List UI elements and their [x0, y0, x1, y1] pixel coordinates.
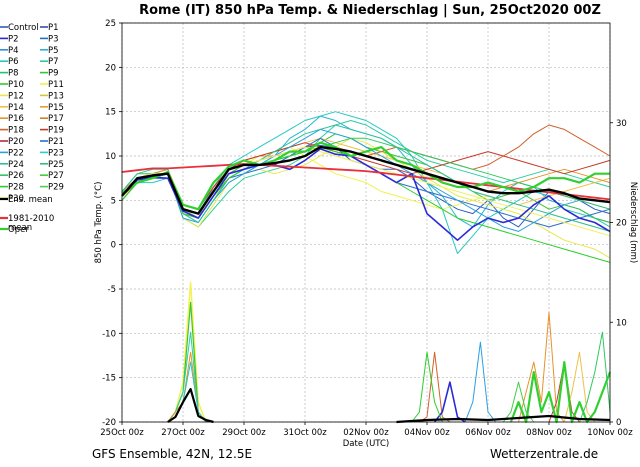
legend-label: P28 [8, 183, 24, 193]
y-tick-label: -5 [108, 285, 116, 295]
temp-series-line-19 [121, 141, 610, 211]
precip-layer [167, 281, 612, 424]
x-tick-label: 29Oct 00z [222, 428, 266, 438]
legend-label: Oper [8, 225, 29, 235]
precip-line-5 [167, 388, 214, 424]
y2-tick-label: 20 [616, 219, 627, 229]
legend-label: P12 [8, 91, 24, 101]
legend-label: P27 [48, 171, 64, 181]
legend-label: P6 [8, 57, 19, 67]
legend-label: P25 [48, 160, 64, 170]
y2-tick-label: 30 [616, 119, 627, 129]
series-layer [121, 111, 611, 263]
x-tick-label: 04Nov 00z [404, 428, 450, 438]
precip-line-12 [563, 351, 596, 423]
legend-label: P20 [8, 137, 24, 147]
y2-tick-label: 0 [616, 418, 621, 428]
y-tick-label: -20 [102, 418, 116, 428]
temp-series-line-13 [121, 124, 611, 232]
legend-label: P18 [8, 126, 24, 136]
legend-label: P10 [8, 80, 24, 90]
legend-label: P24 [8, 160, 24, 170]
precip-line-10 [518, 311, 565, 423]
precip-line-15 [502, 381, 535, 423]
legend-label: P23 [48, 148, 64, 158]
y-tick-label: 0 [111, 241, 116, 251]
legend-label: P4 [8, 46, 19, 56]
legend-label: P30 [8, 194, 24, 204]
precip-line-16 [396, 414, 611, 424]
x-tick-label: 27Oct 00z [161, 428, 205, 438]
legend-label: P8 [8, 69, 19, 79]
legend-label: P2 [8, 34, 19, 44]
x-tick-label: 08Nov 00z [526, 428, 572, 438]
precip-line-14 [579, 331, 611, 423]
x-tick-label: 02Nov 00z [343, 428, 389, 438]
footer-source: GFS Ensemble, 42N, 12.5E [92, 447, 252, 461]
legend-label: P26 [8, 171, 24, 181]
legend-label: P16 [8, 114, 24, 124]
legend-label: Control [8, 23, 39, 33]
chart-title: Rome (IT) 850 hPa Temp. & Niederschlag |… [139, 3, 601, 18]
legend-label: 1981-2010 [8, 214, 54, 224]
legend-label: P9 [48, 69, 59, 79]
precip-line-8 [464, 341, 496, 423]
y-tick-label: 20 [105, 63, 116, 73]
legend-label: P19 [48, 126, 64, 136]
y-axis-label: 850 hPa Temp. (°C) [94, 182, 104, 264]
legend-label: P1 [48, 23, 59, 33]
legend-label: P22 [8, 148, 24, 158]
y-tick-label: 15 [105, 108, 116, 118]
y2-tick-label: 10 [616, 318, 627, 328]
legend-label: P29 [48, 183, 64, 193]
precip-line-4 [167, 361, 207, 423]
axis-layer: 25Oct 00z 27Oct 00z 29Oct 00z 31Oct 00z 02No… [100, 19, 633, 438]
legend-label: P3 [48, 34, 59, 44]
legend-label: P7 [48, 57, 59, 67]
legend-label: P5 [48, 46, 59, 56]
y2-axis-label: Niederschlag (mm) [628, 182, 638, 263]
x-tick-label: 31Oct 00z [283, 428, 327, 438]
y-tick-label: 25 [105, 19, 116, 29]
x-axis-label: Date (UTC) [343, 439, 390, 449]
legend-label: P15 [48, 103, 64, 113]
legend-label: P11 [48, 80, 64, 90]
temp-series-line-17 [121, 148, 611, 241]
precip-line-6 [419, 351, 451, 423]
footer-site: Wetterzentrale.de [490, 447, 598, 461]
legend-label: P13 [48, 91, 64, 101]
legend-label: P17 [48, 114, 64, 124]
y-tick-label: -15 [102, 374, 116, 384]
temp-series-line-6 [121, 137, 611, 259]
precip-line-9 [411, 351, 443, 423]
legend-label-line2: mean [8, 223, 32, 233]
y-tick-label: 10 [105, 152, 116, 162]
x-tick-label: 10Nov 00z [587, 428, 633, 438]
legend-label: Ens. mean [8, 195, 53, 205]
x-tick-label: 06Nov 00z [465, 428, 511, 438]
y-tick-label: -10 [102, 329, 116, 339]
y-tick-label: 5 [111, 196, 116, 206]
temp-series-line-3 [121, 120, 611, 228]
legend: Control P1 P2 P3 P4 P5 P6 P7 P8 P9 P10 P11 P12 P13 P14… [0, 23, 64, 235]
temp-series-line-20 [121, 145, 611, 215]
x-tick-label: 25Oct 00z [100, 428, 144, 438]
legend-label: P21 [48, 137, 64, 147]
temp-series-line-18 [121, 163, 611, 201]
legend-label: P14 [8, 103, 24, 113]
